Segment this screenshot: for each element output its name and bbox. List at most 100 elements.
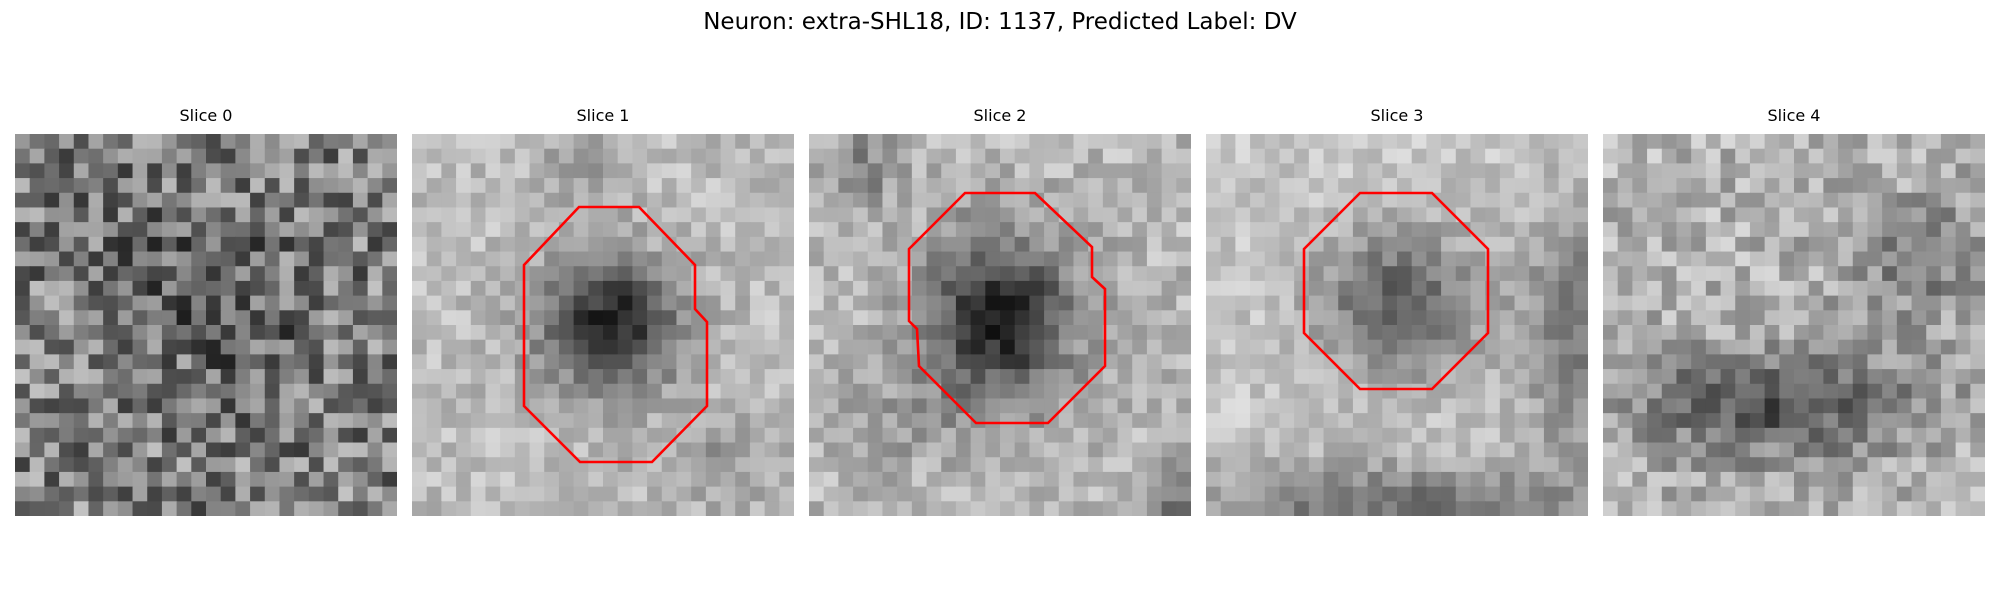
pixel-cell bbox=[250, 427, 266, 444]
pixel-cell bbox=[632, 222, 648, 238]
pixel-cell bbox=[176, 413, 192, 429]
pixel-cell bbox=[250, 383, 266, 400]
pixel-cell bbox=[1558, 457, 1574, 473]
pixel-cell bbox=[1117, 501, 1133, 516]
pixel-cell bbox=[1823, 442, 1839, 458]
pixel-cell bbox=[661, 325, 678, 341]
pixel-cell bbox=[897, 325, 913, 341]
pixel-cell bbox=[485, 471, 501, 488]
pixel-cell bbox=[29, 134, 45, 150]
pixel-cell bbox=[1308, 339, 1325, 355]
pixel-cell bbox=[470, 310, 487, 326]
pixel-cell bbox=[588, 236, 604, 253]
pixel-cell bbox=[59, 222, 75, 238]
pixel-cell bbox=[176, 163, 192, 179]
pixel-cell bbox=[1455, 310, 1472, 326]
pixel-cell bbox=[1455, 383, 1472, 400]
pixel-cell bbox=[15, 486, 31, 502]
pixel-cell bbox=[456, 251, 472, 267]
pixel-cell bbox=[323, 427, 339, 444]
pixel-cell bbox=[191, 442, 207, 458]
pixel-cell bbox=[470, 457, 487, 473]
pixel-cell bbox=[1220, 486, 1236, 502]
pixel-cell bbox=[1220, 325, 1236, 341]
pixel-cell bbox=[338, 354, 354, 370]
pixel-cell bbox=[1323, 236, 1339, 253]
pixel-cell bbox=[1426, 486, 1442, 502]
pixel-cell bbox=[1000, 398, 1016, 414]
pixel-cell bbox=[1749, 280, 1766, 297]
pixel-cell bbox=[500, 501, 516, 516]
pixel-cell bbox=[867, 134, 884, 150]
pixel-cell bbox=[1499, 471, 1516, 488]
pixel-cell bbox=[1838, 280, 1854, 297]
pixel-cell bbox=[1132, 325, 1148, 341]
pixel-cell bbox=[1264, 207, 1281, 223]
pixel-cell bbox=[15, 295, 31, 311]
pixel-cell bbox=[44, 486, 60, 502]
pixel-cell bbox=[1146, 486, 1163, 502]
pixel-cell bbox=[1367, 383, 1383, 400]
pixel-cell bbox=[911, 163, 928, 179]
slice-image bbox=[1206, 134, 1588, 516]
pixel-cell bbox=[1000, 134, 1016, 150]
pixel-cell bbox=[1382, 442, 1398, 458]
pixel-cell bbox=[749, 486, 766, 502]
pixel-cell bbox=[1441, 442, 1457, 458]
pixel-cell bbox=[985, 280, 1001, 297]
pixel-cell bbox=[955, 163, 972, 179]
pixel-cell bbox=[1955, 383, 1971, 400]
pixel-cell bbox=[544, 280, 560, 297]
pixel-cell bbox=[441, 354, 457, 370]
pixel-cell bbox=[1235, 486, 1251, 502]
pixel-cell bbox=[88, 251, 104, 267]
pixel-cell bbox=[838, 457, 854, 473]
pixel-cell bbox=[779, 325, 794, 341]
pixel-cell bbox=[529, 266, 545, 282]
pixel-cell bbox=[1323, 325, 1339, 341]
pixel-cell bbox=[1220, 398, 1236, 414]
pixel-cell bbox=[1382, 369, 1398, 385]
pixel-cell bbox=[1705, 148, 1722, 164]
pixel-cell bbox=[1970, 236, 1985, 253]
pixel-cell bbox=[573, 354, 589, 370]
pixel-cell bbox=[1206, 339, 1222, 355]
pixel-cell bbox=[1911, 251, 1927, 267]
pixel-cell bbox=[1250, 471, 1266, 488]
pixel-cell bbox=[1705, 413, 1722, 429]
pixel-cell bbox=[632, 192, 648, 209]
pixel-cell bbox=[73, 295, 90, 311]
pixel-cell bbox=[500, 457, 516, 473]
pixel-cell bbox=[735, 310, 751, 326]
pixel-cell bbox=[103, 178, 119, 194]
pixel-cell bbox=[1926, 383, 1942, 400]
pixel-cell bbox=[279, 486, 295, 502]
pixel-cell bbox=[176, 457, 192, 473]
pixel-cell bbox=[1323, 280, 1339, 297]
pixel-cell bbox=[955, 236, 972, 253]
pixel-cell bbox=[1279, 383, 1295, 400]
pixel-cell bbox=[147, 310, 163, 326]
pixel-cell bbox=[1661, 178, 1678, 194]
pixel-cell bbox=[1294, 266, 1310, 282]
pixel-cell bbox=[853, 207, 869, 223]
pixel-cell bbox=[1132, 413, 1148, 429]
pixel-cell bbox=[382, 266, 397, 282]
pixel-cell bbox=[1102, 222, 1119, 238]
pixel-cell bbox=[1146, 339, 1163, 355]
pixel-cell bbox=[1250, 442, 1266, 458]
pixel-cell bbox=[735, 427, 751, 444]
pixel-cell bbox=[1647, 339, 1663, 355]
pixel-cell bbox=[1823, 148, 1839, 164]
pixel-cell bbox=[1661, 369, 1678, 385]
pixel-cell bbox=[1647, 457, 1663, 473]
pixel-cell bbox=[970, 310, 986, 326]
pixel-cell bbox=[514, 148, 531, 164]
pixel-cell bbox=[1397, 251, 1413, 267]
pixel-cell bbox=[1896, 178, 1913, 194]
pixel-cell bbox=[1470, 251, 1486, 267]
pixel-cell bbox=[1794, 501, 1810, 516]
pixel-cell bbox=[749, 163, 766, 179]
pixel-cell bbox=[1058, 486, 1075, 502]
pixel-cell bbox=[823, 354, 839, 370]
